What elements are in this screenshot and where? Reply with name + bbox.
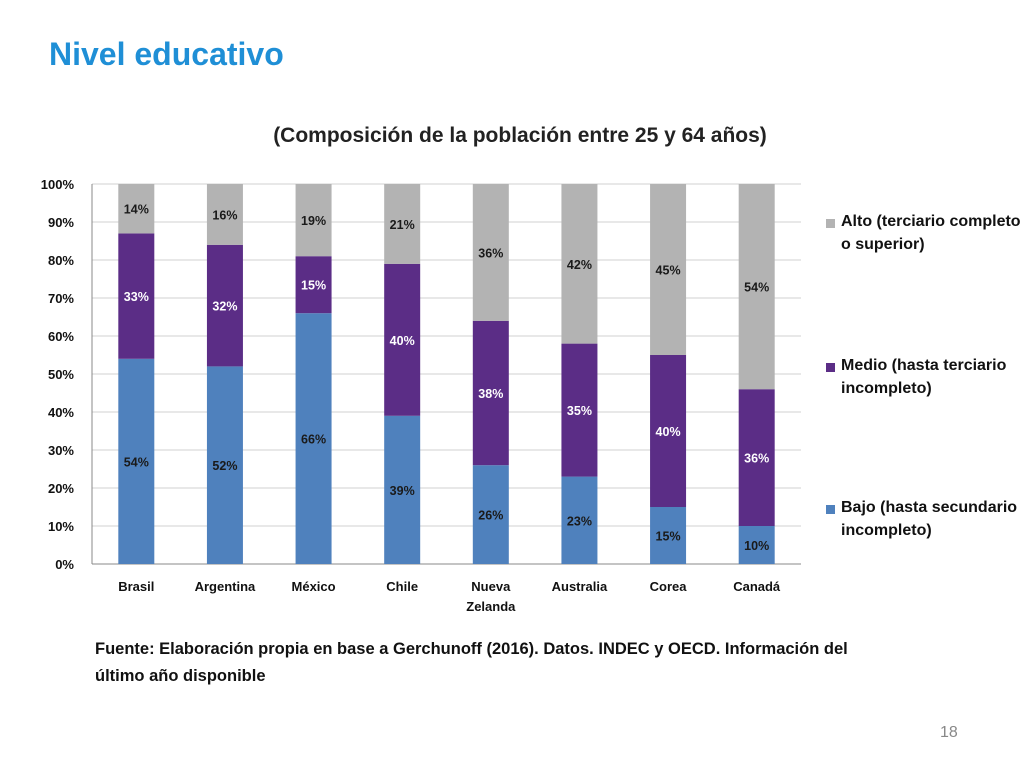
bar-segment-chile-1 — [384, 263, 421, 416]
x-tick-label: Australia — [552, 579, 608, 594]
x-tick-label: Argentina — [195, 579, 256, 594]
legend-swatch-medio — [826, 363, 835, 372]
x-tick-label: Nueva — [471, 579, 511, 594]
x-tick-label: Chile — [386, 579, 418, 594]
legend-swatch-bajo — [826, 505, 835, 514]
data-label: 39% — [390, 484, 415, 498]
bar-segment-argentina-0 — [206, 366, 243, 564]
y-tick-label: 80% — [48, 253, 74, 268]
page-number: 18 — [940, 724, 958, 741]
y-tick-label: 0% — [55, 557, 74, 572]
bar-segment-corea-2 — [650, 184, 687, 355]
bar-segment-canadá-2 — [738, 184, 775, 390]
legend-label-alto: Alto (terciario completo o superior) — [841, 213, 1021, 253]
data-label: 35% — [567, 404, 592, 418]
bar-segment-canadá-0 — [738, 526, 775, 564]
x-tick-label: Corea — [650, 579, 688, 594]
y-tick-label: 90% — [48, 215, 74, 230]
bar-segment-corea-1 — [650, 355, 687, 507]
y-tick-label: 100% — [41, 177, 75, 192]
data-label: 54% — [744, 281, 769, 295]
bar-segment-corea-0 — [650, 507, 687, 564]
bar-segment-brasil-0 — [118, 358, 155, 564]
data-label: 52% — [212, 459, 237, 473]
bar-segment-argentina-2 — [206, 184, 243, 245]
data-label: 14% — [124, 203, 149, 217]
bar-segment-méxico-2 — [295, 184, 332, 257]
y-tick-label: 30% — [48, 443, 74, 458]
slide-title: Nivel educativo — [49, 36, 284, 72]
data-label: 36% — [478, 246, 503, 260]
data-label: 38% — [478, 387, 503, 401]
bar-segment-canadá-1 — [738, 389, 775, 526]
bar-segment-nueva-zelanda-1 — [472, 320, 509, 466]
data-label: 21% — [390, 218, 415, 232]
bar-segment-brasil-2 — [118, 184, 155, 234]
data-label: 19% — [301, 214, 326, 228]
data-label: 10% — [744, 539, 769, 553]
data-label: 15% — [301, 279, 326, 293]
y-tick-label: 40% — [48, 405, 74, 420]
bar-segment-australia-0 — [561, 476, 598, 564]
bar-segment-méxico-1 — [295, 256, 332, 314]
x-tick-label: Canadá — [733, 579, 781, 594]
data-label: 15% — [656, 530, 681, 544]
data-label: 33% — [124, 290, 149, 304]
data-label: 26% — [478, 509, 503, 523]
y-tick-label: 50% — [48, 367, 74, 382]
bar-segment-australia-2 — [561, 184, 598, 344]
data-label: 40% — [656, 425, 681, 439]
legend-label-medio: Medio (hasta terciario incompleto) — [841, 357, 1007, 397]
bar-segment-nueva-zelanda-0 — [472, 465, 509, 564]
data-label: 36% — [744, 452, 769, 466]
bar-segment-australia-1 — [561, 343, 598, 477]
data-label: 32% — [212, 300, 237, 314]
data-label: 45% — [656, 264, 681, 278]
y-tick-label: 20% — [48, 481, 74, 496]
x-tick-label: Zelanda — [466, 599, 516, 614]
chart-title: (Composición de la población entre 25 y … — [273, 124, 767, 147]
data-label: 40% — [390, 334, 415, 348]
legend-label-bajo: Bajo (hasta secundario incompleto) — [841, 499, 1018, 539]
bar-segment-brasil-1 — [118, 233, 155, 359]
data-label: 16% — [212, 208, 237, 222]
x-tick-label: Brasil — [118, 579, 154, 594]
source-note: Fuente: Elaboración propia en base a Ger… — [95, 640, 848, 685]
bar-segment-argentina-1 — [206, 244, 243, 367]
legend-swatch-alto — [826, 219, 835, 228]
y-tick-label: 60% — [48, 329, 74, 344]
bar-segment-méxico-0 — [295, 313, 332, 564]
data-label: 23% — [567, 514, 592, 528]
y-tick-label: 70% — [48, 291, 74, 306]
x-tick-label: México — [292, 579, 336, 594]
bar-segment-chile-0 — [384, 415, 421, 564]
data-label: 66% — [301, 433, 326, 447]
data-label: 42% — [567, 258, 592, 272]
y-tick-label: 10% — [48, 519, 74, 534]
data-label: 54% — [124, 455, 149, 469]
bar-segment-chile-2 — [384, 184, 421, 264]
bar-segment-nueva-zelanda-2 — [472, 184, 509, 321]
